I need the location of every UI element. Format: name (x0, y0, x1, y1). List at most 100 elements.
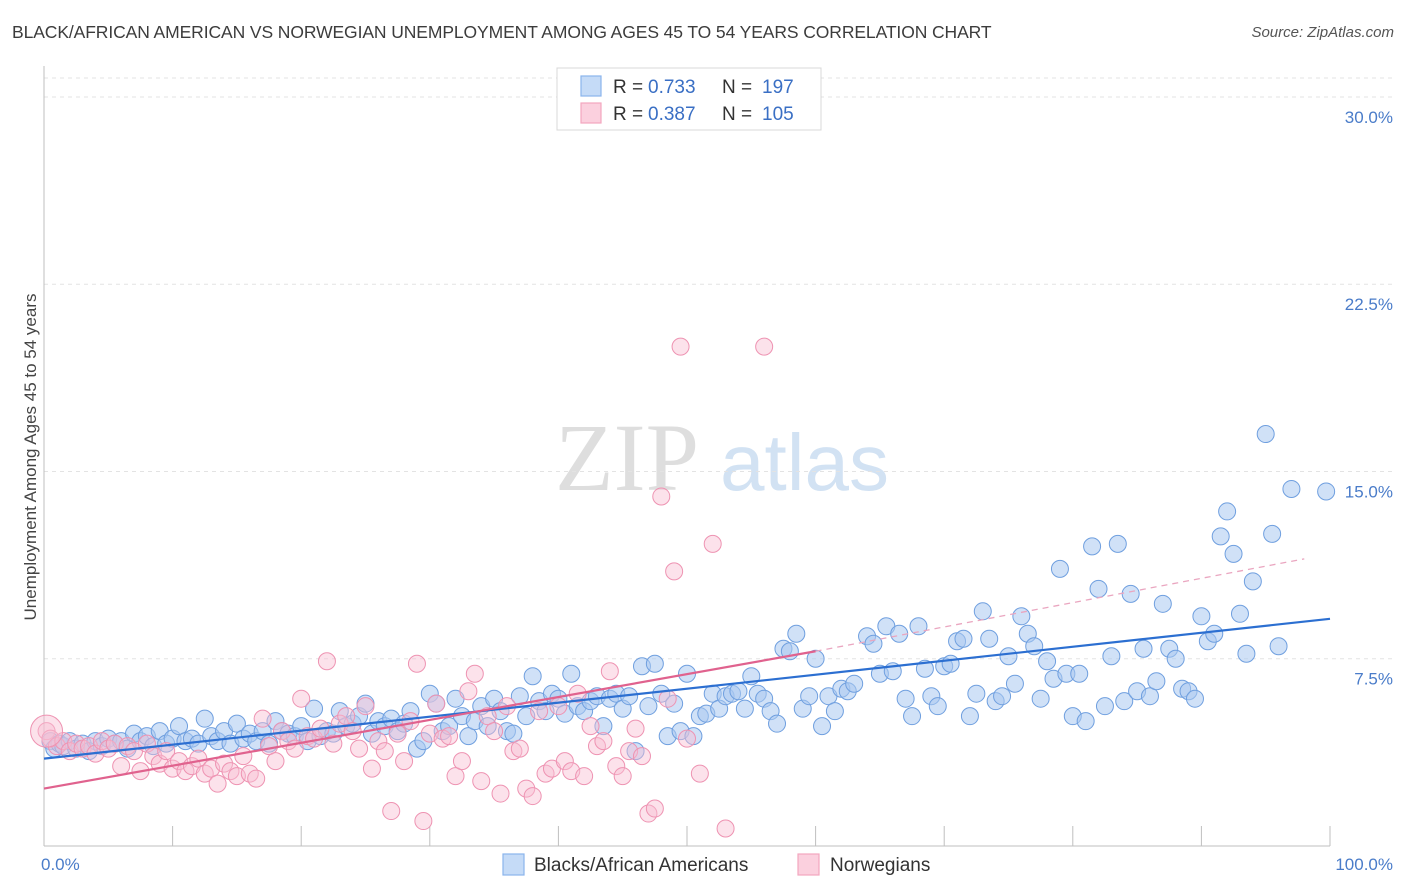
y-tick-label: 15.0% (1345, 482, 1393, 501)
data-point-blacks (195, 709, 214, 728)
data-point-norwegians (645, 799, 664, 818)
data-point-norwegians (112, 757, 131, 776)
data-point-norwegians (356, 697, 375, 716)
stats-r-label-blue: R = (613, 77, 643, 98)
stats-r-label-pink: R = (613, 104, 643, 125)
data-point-blacks (915, 659, 934, 678)
data-point-blacks (1185, 689, 1204, 708)
data-point-blacks (1218, 502, 1237, 521)
data-point-blacks (941, 654, 960, 673)
data-point-blacks (1121, 584, 1140, 603)
data-point-norwegians (690, 764, 709, 783)
legend-label-blacks: Blacks/African Americans (534, 855, 748, 876)
watermark-zip: ZIP (555, 404, 699, 511)
data-point-blacks (1102, 647, 1121, 666)
data-point-blacks (1089, 579, 1108, 598)
data-point-norwegians (208, 774, 227, 793)
data-point-blacks (414, 732, 433, 751)
data-point-blacks (1211, 527, 1230, 546)
stats-r-value-pink: 0.387 (648, 104, 696, 125)
data-point-norwegians (472, 772, 491, 791)
data-point-blacks (639, 697, 658, 716)
data-point-norwegians (247, 769, 266, 788)
data-point-blacks (954, 629, 973, 648)
data-point-norwegians (703, 534, 722, 553)
watermark-atlas: atlas (720, 418, 889, 507)
data-point-blacks (562, 664, 581, 683)
bottom-legend: Blacks/African Americans Norwegians (502, 853, 930, 876)
data-point-norwegians (658, 689, 677, 708)
data-point-blacks (1070, 664, 1089, 683)
data-point-norwegians (652, 487, 671, 506)
data-point-blacks (1224, 544, 1243, 563)
data-point-blacks (768, 714, 787, 733)
data-point-blacks (1243, 572, 1262, 591)
data-point-blacks (1282, 479, 1301, 498)
data-point-blacks (1317, 482, 1336, 501)
data-point-blacks (1076, 712, 1095, 731)
stats-swatch-blue (580, 75, 602, 97)
data-point-norwegians (215, 754, 234, 773)
stats-n-label-pink: N = (722, 104, 752, 125)
data-point-norwegians (581, 717, 600, 736)
data-point-blacks (1095, 697, 1114, 716)
data-point-blacks (825, 702, 844, 721)
data-point-norwegians (716, 819, 735, 838)
data-point-blacks (999, 647, 1018, 666)
stats-legend: R = 0.733 N = 197 R = 0.387 N = 105 (556, 67, 822, 131)
data-point-blacks (800, 687, 819, 706)
data-point-blacks (1205, 624, 1224, 643)
data-point-norwegians (362, 759, 381, 778)
data-point-blacks (1108, 534, 1127, 553)
data-point-norwegians (253, 709, 272, 728)
stats-r-value-blue: 0.733 (648, 77, 696, 98)
trend-lines (43, 558, 1331, 790)
data-point-norwegians (555, 752, 574, 771)
data-point-blacks (1115, 692, 1134, 711)
data-point-blacks (305, 699, 324, 718)
data-point-blacks (504, 724, 523, 743)
data-point-norwegians (266, 752, 285, 771)
data-point-blacks (993, 687, 1012, 706)
data-point-norwegians (575, 767, 594, 786)
data-point-blacks (980, 629, 999, 648)
data-point-norwegians (401, 712, 420, 731)
stats-n-value-blue: 197 (762, 77, 794, 98)
legend-swatch-blacks (502, 853, 525, 876)
stats-n-value-pink: 105 (762, 104, 794, 125)
data-point-blacks (806, 649, 825, 668)
data-point-norwegians (607, 757, 626, 776)
data-point-norwegians (317, 652, 336, 671)
data-point-norwegians (414, 812, 433, 831)
data-point-blacks (645, 654, 664, 673)
data-point-blacks (729, 682, 748, 701)
data-point-norwegians (530, 702, 549, 721)
data-point-blacks (845, 674, 864, 693)
data-point-norwegians (446, 767, 465, 786)
data-point-norwegians (440, 727, 459, 746)
data-point-blacks (735, 699, 754, 718)
data-point-blacks (864, 634, 883, 653)
stats-swatch-pink (580, 102, 602, 124)
data-point-blacks (1140, 687, 1159, 706)
data-point-blacks (459, 727, 478, 746)
chart-title: BLACK/AFRICAN AMERICAN VS NORWEGIAN UNEM… (12, 22, 992, 42)
data-point-blacks (909, 617, 928, 636)
data-point-blacks (227, 714, 246, 733)
data-point-norwegians (260, 737, 279, 756)
y-tick-label: 7.5% (1354, 670, 1393, 689)
legend-swatch-norwegians (797, 853, 820, 876)
data-point-norwegians (523, 787, 542, 806)
data-point-blacks (928, 697, 947, 716)
data-point-norwegians (665, 562, 684, 581)
data-point-blacks (787, 624, 806, 643)
grid-lines (44, 77, 1392, 660)
data-point-norwegians (600, 662, 619, 681)
data-point-norwegians (382, 802, 401, 821)
y-tick-label: 22.5% (1345, 295, 1393, 314)
trend-line-blacks (43, 617, 1331, 760)
y-tick-label: 30.0% (1345, 108, 1393, 127)
x-tick-label: 0.0% (41, 855, 80, 874)
data-point-norwegians (465, 664, 484, 683)
